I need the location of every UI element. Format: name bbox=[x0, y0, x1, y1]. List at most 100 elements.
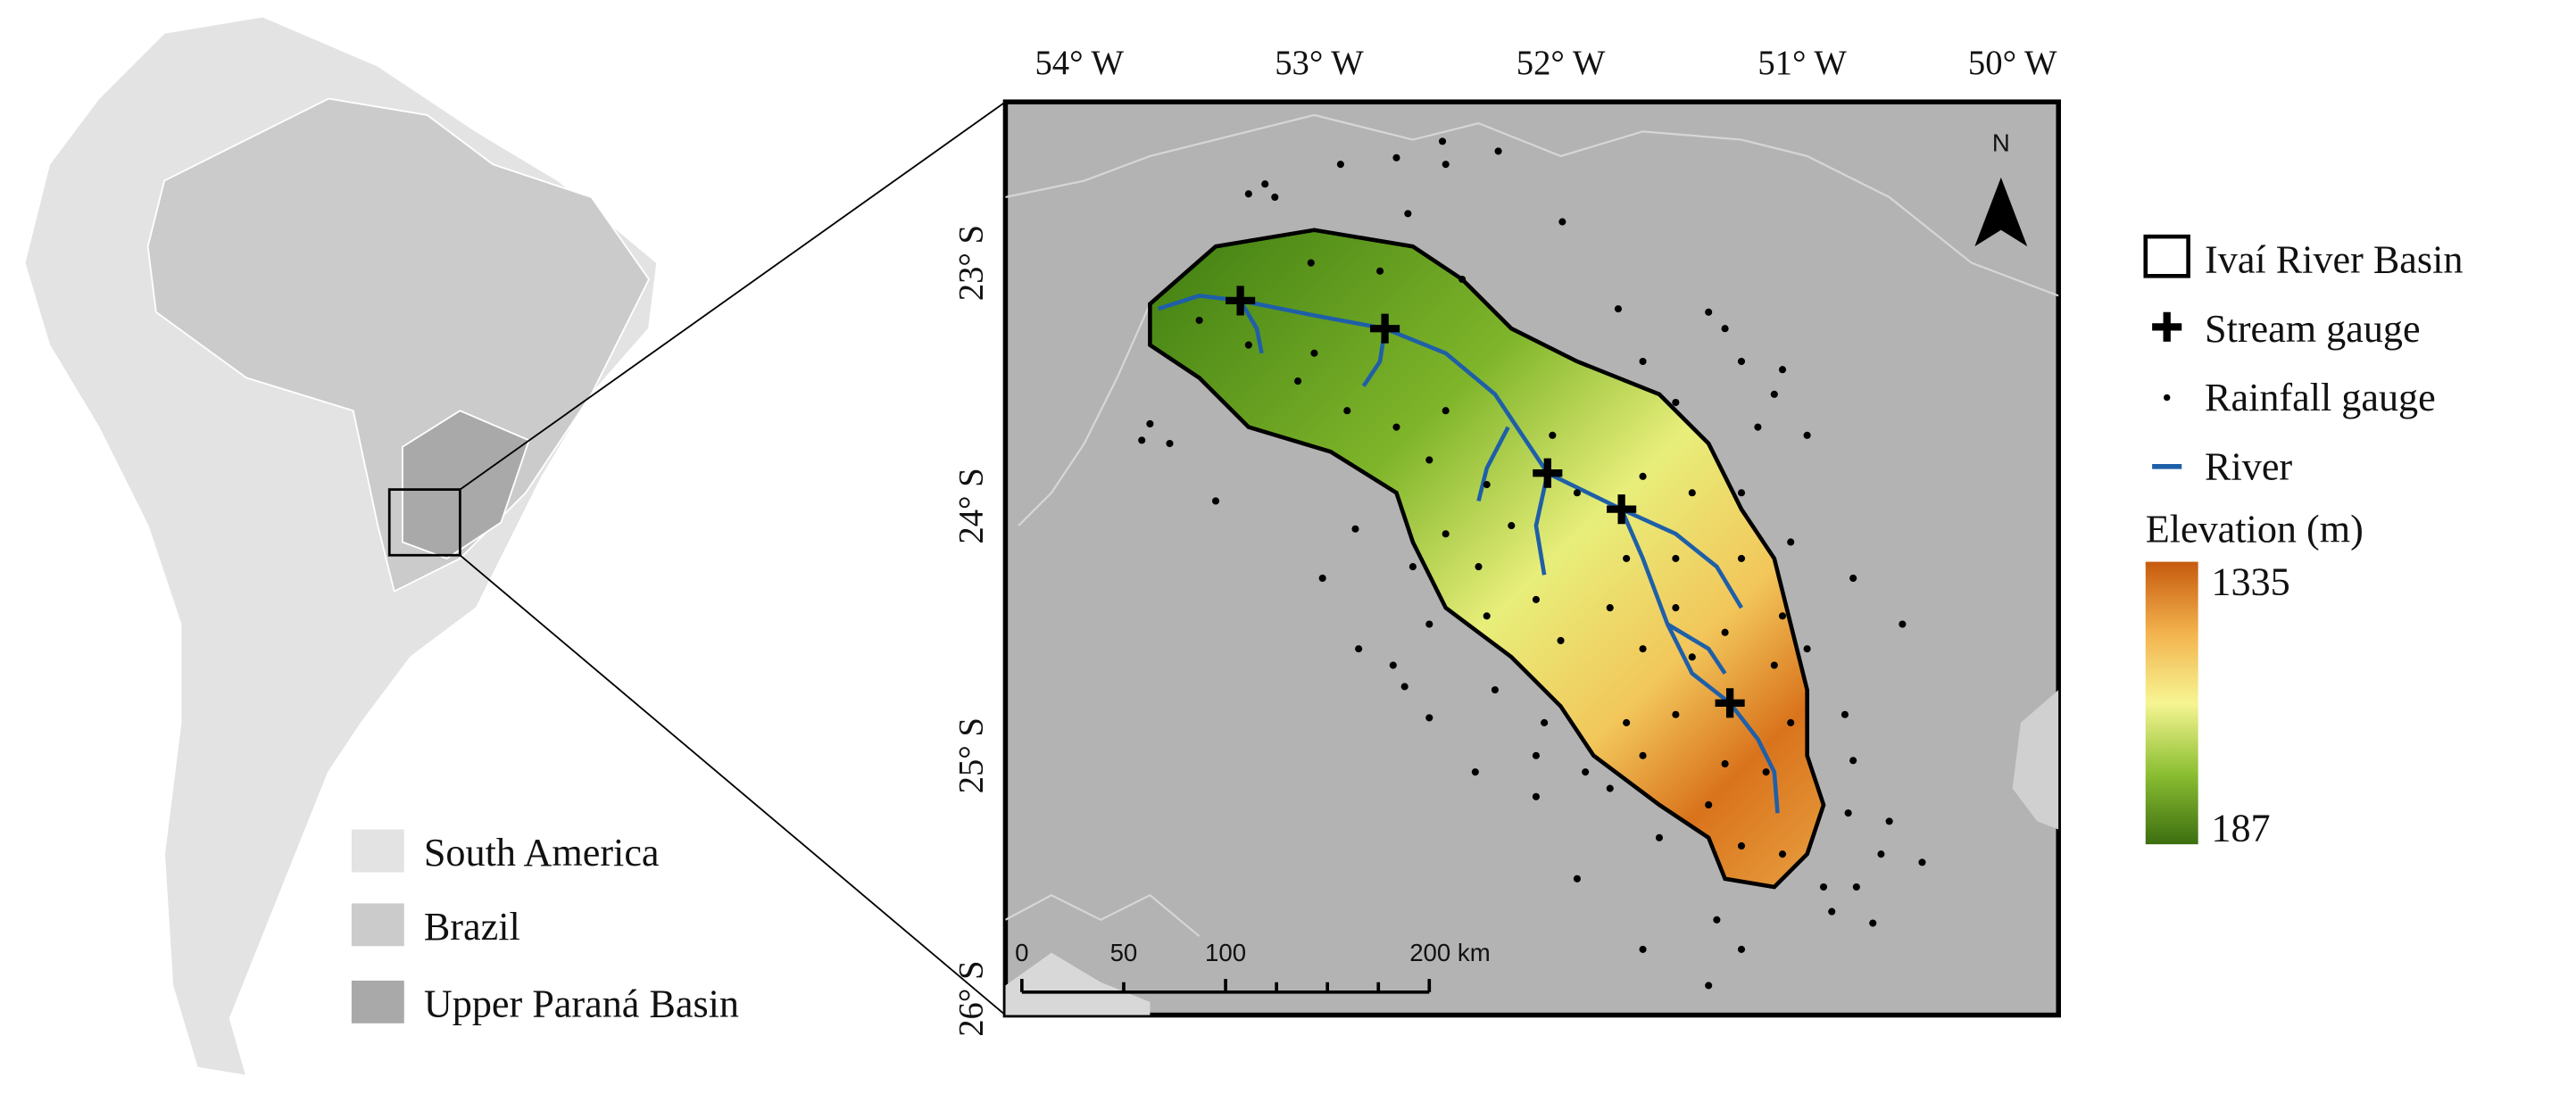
ivai-river-basin bbox=[1148, 228, 1826, 890]
rainfall-gauge bbox=[1721, 759, 1729, 768]
rainfall-gauge bbox=[1442, 407, 1450, 415]
stream-gauge bbox=[1226, 286, 1256, 316]
rainfall-gauge bbox=[1606, 604, 1614, 612]
rainfall-gauge bbox=[1803, 431, 1811, 439]
rainfall-gauge bbox=[1573, 874, 1581, 883]
zoom-line bbox=[459, 554, 1007, 1016]
rainfall-gauge bbox=[1442, 161, 1450, 169]
rainfall-gauge bbox=[1844, 809, 1852, 817]
north-label: N bbox=[1992, 128, 2010, 156]
rainfall-gauge bbox=[1737, 841, 1746, 850]
rainfall-gauge bbox=[1639, 645, 1647, 653]
legend-swatch bbox=[351, 829, 404, 873]
rainfall-gauge bbox=[1623, 718, 1631, 726]
rainfall-gauge bbox=[1787, 538, 1795, 546]
rainfall-gauge bbox=[1244, 190, 1252, 198]
rainfall-gauge bbox=[1721, 628, 1729, 636]
rainfall-gauge bbox=[1425, 714, 1433, 722]
rainfall-gauge bbox=[1475, 563, 1483, 571]
legend-label: Rainfall gauge bbox=[2205, 376, 2436, 419]
rainfall-gauge bbox=[1778, 612, 1787, 620]
coast bbox=[2012, 690, 2059, 830]
rainfall-gauge bbox=[1869, 919, 1877, 927]
rainfall-gauge bbox=[1770, 661, 1778, 669]
rainfall-gauge bbox=[1471, 768, 1479, 776]
rainfall-gauge bbox=[1672, 604, 1680, 612]
rainfall-gauge bbox=[1271, 193, 1279, 202]
lon-label: 53° W bbox=[1275, 45, 1364, 82]
legend-swatch bbox=[351, 903, 404, 947]
zoom-line bbox=[459, 101, 1006, 491]
stream-gauges bbox=[1226, 286, 1745, 718]
lat-label: 24° S bbox=[953, 468, 991, 543]
rainfall-gauge bbox=[1754, 423, 1762, 431]
rainfall-gauge bbox=[1336, 161, 1344, 169]
rainfall-gauge bbox=[1672, 710, 1680, 718]
rainfall-gauge bbox=[1408, 563, 1417, 571]
legend-stream-symbol bbox=[2152, 311, 2182, 342]
rainfall-gauge bbox=[1307, 259, 1315, 267]
rainfall-gauge bbox=[1146, 419, 1154, 428]
elevation-title: Elevation (m) bbox=[2146, 507, 2364, 551]
stream-gauge bbox=[1715, 688, 1745, 718]
state-border bbox=[1005, 113, 2059, 297]
rainfall-gauge bbox=[1705, 982, 1713, 990]
river bbox=[1533, 472, 1550, 576]
coast bbox=[1005, 952, 1151, 1015]
rainfall-gauge bbox=[1803, 645, 1811, 653]
rainfall-gauge bbox=[1885, 817, 1893, 825]
river bbox=[1666, 622, 1727, 675]
scale-bar bbox=[1019, 979, 1432, 994]
rainfall-gauge bbox=[1195, 316, 1203, 325]
legend-label: South America bbox=[424, 831, 660, 874]
legend-label: River bbox=[2205, 445, 2292, 489]
elevation-min: 187 bbox=[2211, 806, 2270, 850]
lon-label: 50° W bbox=[1968, 45, 2057, 82]
rainfall-gauge bbox=[1244, 341, 1252, 349]
rainfall-gauge bbox=[1672, 554, 1680, 562]
rainfall-gauge bbox=[1688, 489, 1696, 497]
rainfall-gauge bbox=[1400, 683, 1408, 691]
rainfall-gauge bbox=[1762, 768, 1770, 776]
lon-label: 54° W bbox=[1035, 45, 1124, 82]
rainfall-gauge bbox=[1737, 357, 1746, 366]
legend-swatch bbox=[351, 980, 404, 1024]
rainfall-gauge bbox=[1606, 784, 1614, 792]
rainfall-gauge bbox=[1778, 850, 1787, 858]
rainfall-gauge bbox=[1508, 522, 1516, 530]
rainfall-gauge bbox=[1532, 792, 1540, 800]
rainfall-gauge bbox=[1819, 883, 1828, 891]
rainfall-gauge bbox=[1166, 439, 1174, 448]
rainfall-gauge bbox=[1705, 800, 1713, 809]
state-border bbox=[1005, 893, 1201, 938]
rainfall-gauge bbox=[1623, 554, 1631, 562]
rainfall-gauge bbox=[1828, 908, 1836, 916]
rainfall-gauge bbox=[1770, 390, 1778, 398]
elevation-colorbar bbox=[2145, 561, 2198, 845]
lon-label: 52° W bbox=[1517, 45, 1606, 82]
map-body bbox=[1005, 113, 2059, 1015]
river bbox=[1238, 299, 1264, 354]
rainfall-gauge bbox=[1351, 525, 1359, 533]
rainfall-gauge bbox=[1138, 436, 1146, 444]
stream-gauge bbox=[1370, 313, 1400, 344]
rainfall-gauge bbox=[1639, 945, 1647, 953]
lat-label: 23° S bbox=[953, 225, 991, 301]
river bbox=[1620, 507, 1743, 609]
rainfall-gauge bbox=[1343, 407, 1351, 415]
rainfall-gauge bbox=[1425, 620, 1433, 628]
rainfall-gauge bbox=[1532, 595, 1540, 603]
rainfall-gauge bbox=[1737, 945, 1746, 953]
scale-label: 200 km bbox=[1409, 939, 1491, 966]
rainfall-gauge bbox=[1483, 612, 1491, 620]
river bbox=[1476, 426, 1510, 502]
rainfall-gauge bbox=[1557, 636, 1565, 644]
rainfall-gauge bbox=[1458, 275, 1467, 284]
rainfall-gauge bbox=[1852, 883, 1860, 891]
rainfall-gauge bbox=[1737, 554, 1746, 562]
rainfall-gauge bbox=[1425, 456, 1433, 464]
rainfall-gauge bbox=[1389, 661, 1397, 669]
rainfall-gauge bbox=[1614, 305, 1623, 313]
